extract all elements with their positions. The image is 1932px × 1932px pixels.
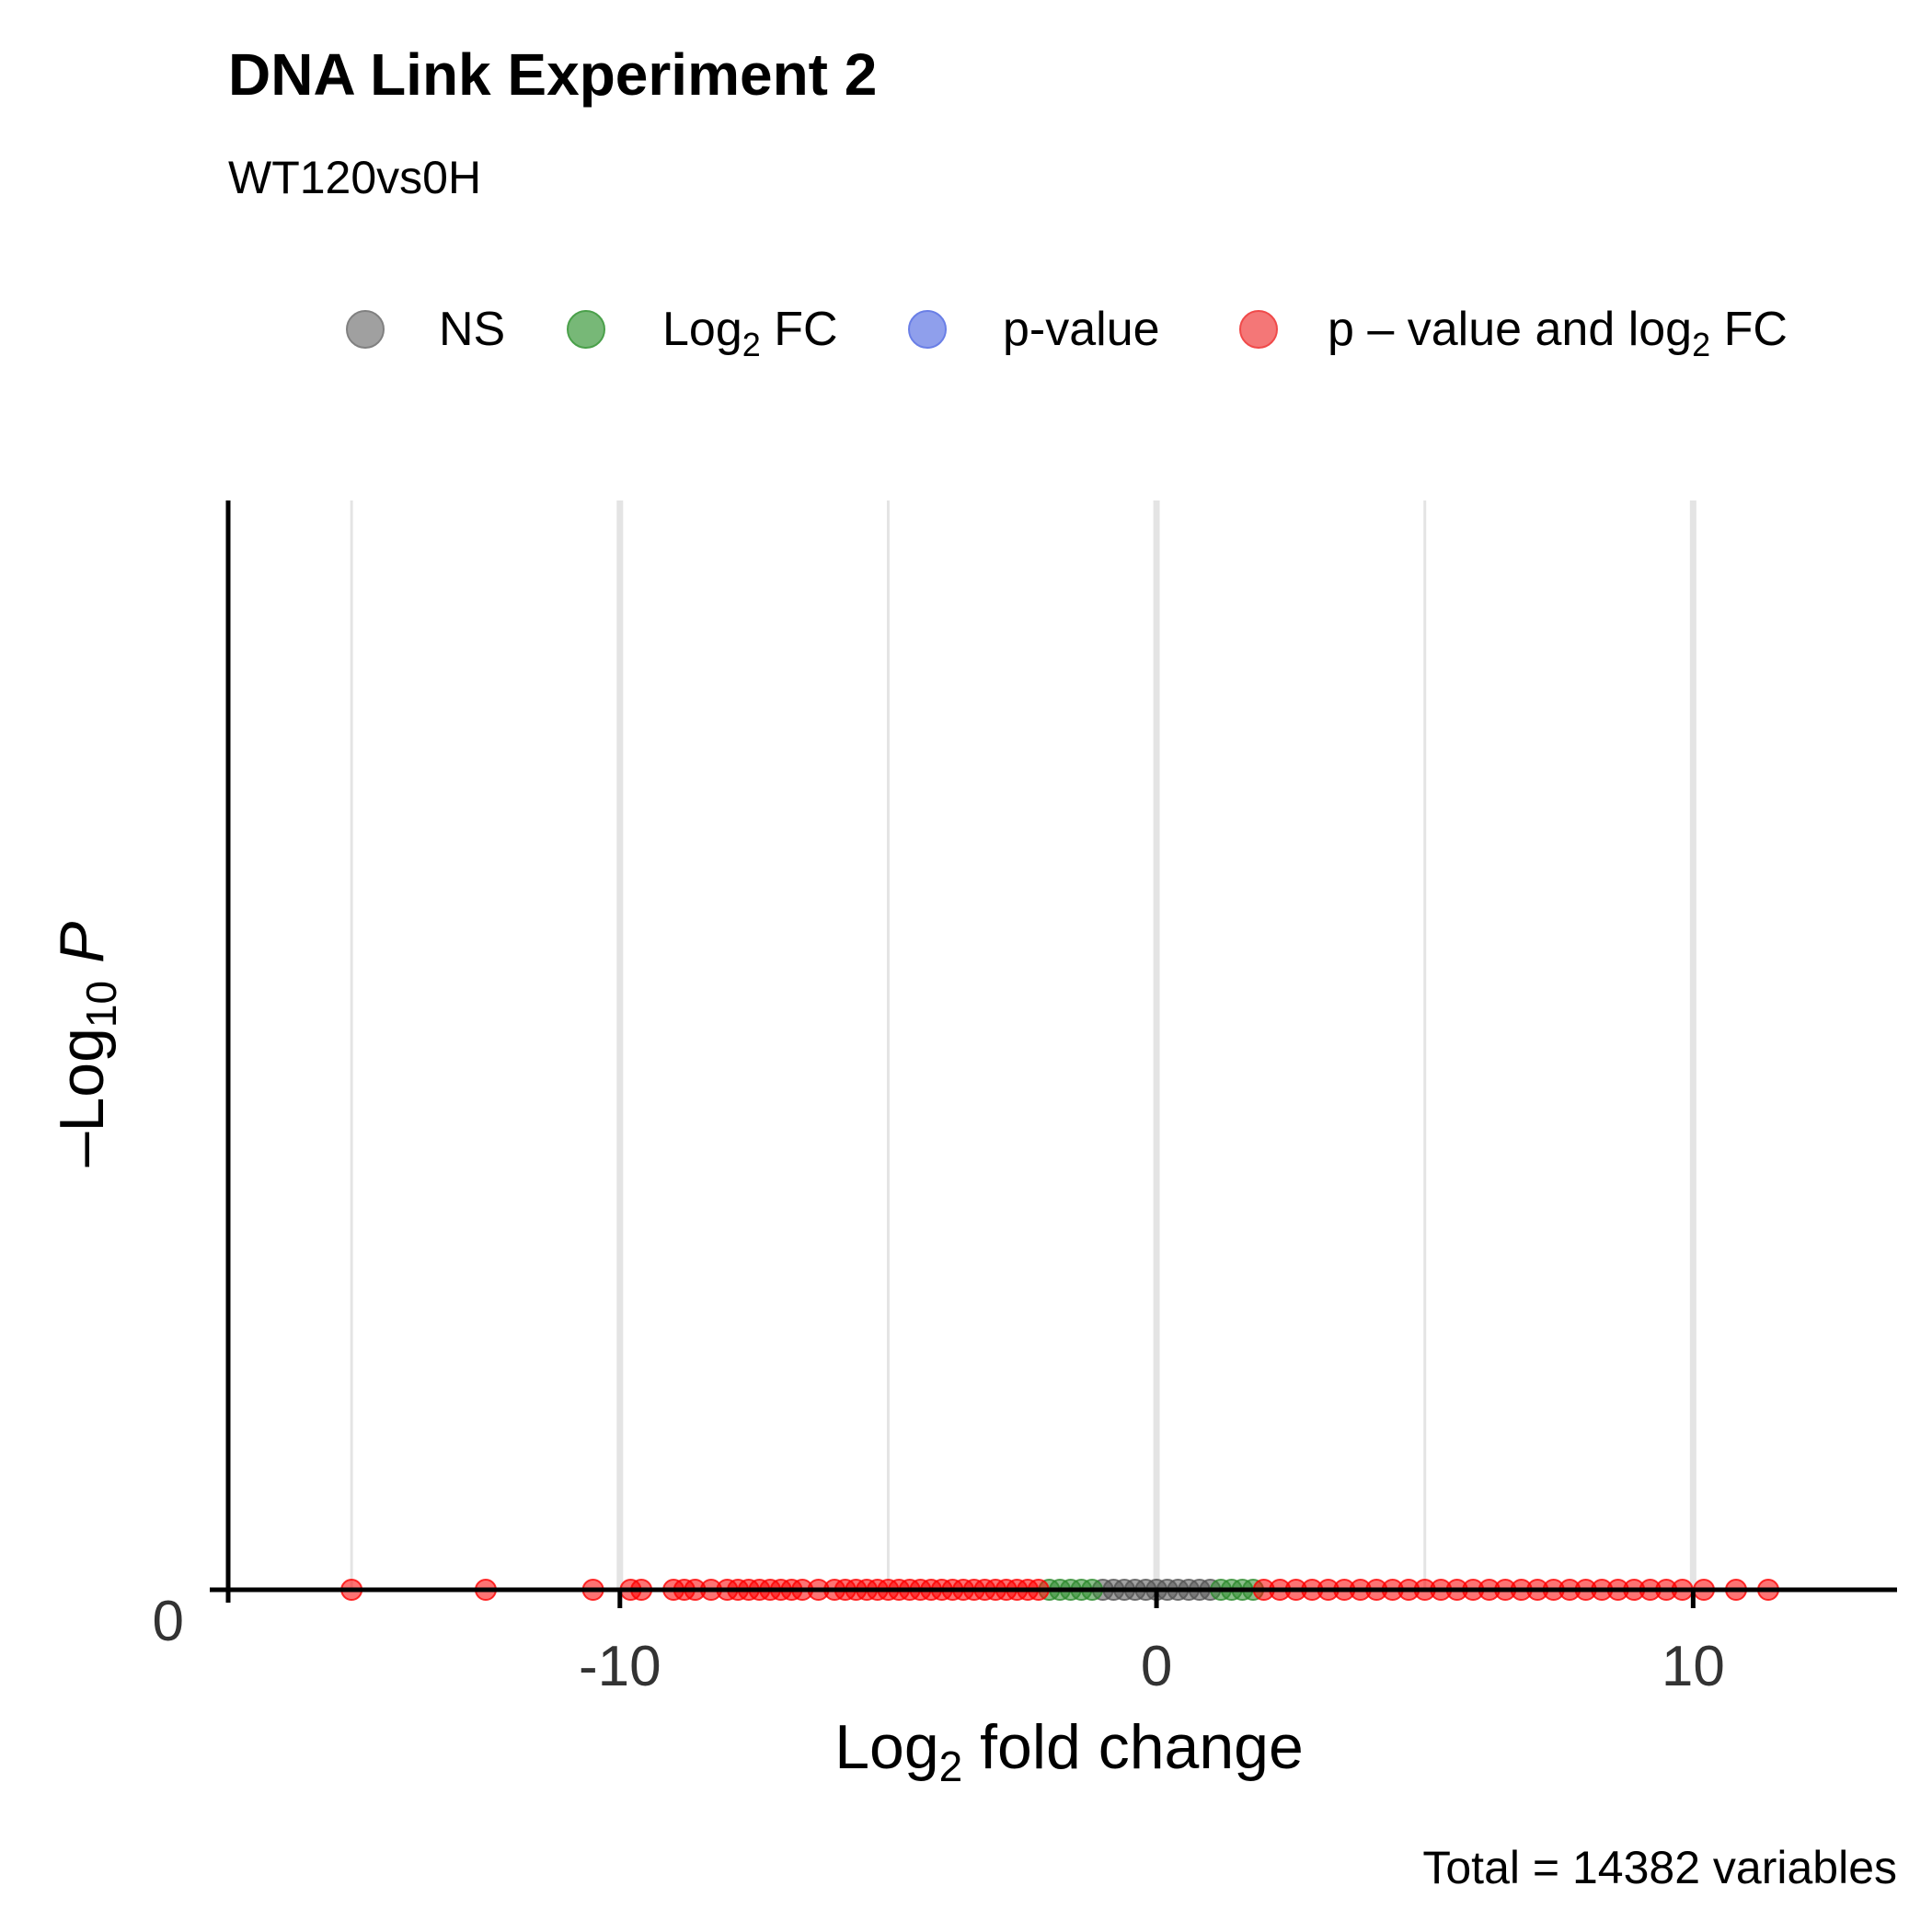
legend-label-p: p-value [1003,303,1160,356]
legend: NS Log2 FC p-value p – value and log2 FC [346,303,1788,363]
legend-swatch-fc [567,310,605,349]
legend-swatch-fc_p [1239,310,1278,349]
chart-subtitle: WT120vs0H [228,152,481,203]
x-tick-label-2: 10 [1662,1635,1725,1698]
x-ticks: -10 0 10 [579,1590,1725,1698]
legend-label-fc: Log2 FC [662,303,838,363]
legend-label-ns: NS [439,303,505,356]
legend-label-fc_p: p – value and log2 FC [1328,303,1788,363]
y-axis-title: –Log10 P [47,922,125,1167]
y-tick-label-0: 0 [153,1590,184,1653]
x-tick-label-1: 0 [1141,1635,1172,1698]
legend-swatch-ns [346,310,385,349]
legend-swatch-p [908,310,947,349]
grid [350,500,1696,1590]
y-ticks: 0 [153,1587,228,1653]
caption-total: Total = 14382 variables [1422,1842,1897,1893]
x-tick-label-0: -10 [579,1635,661,1698]
chart-title: DNA Link Experiment 2 [228,41,877,108]
x-axis-title: Log2 fold change [834,1712,1304,1790]
